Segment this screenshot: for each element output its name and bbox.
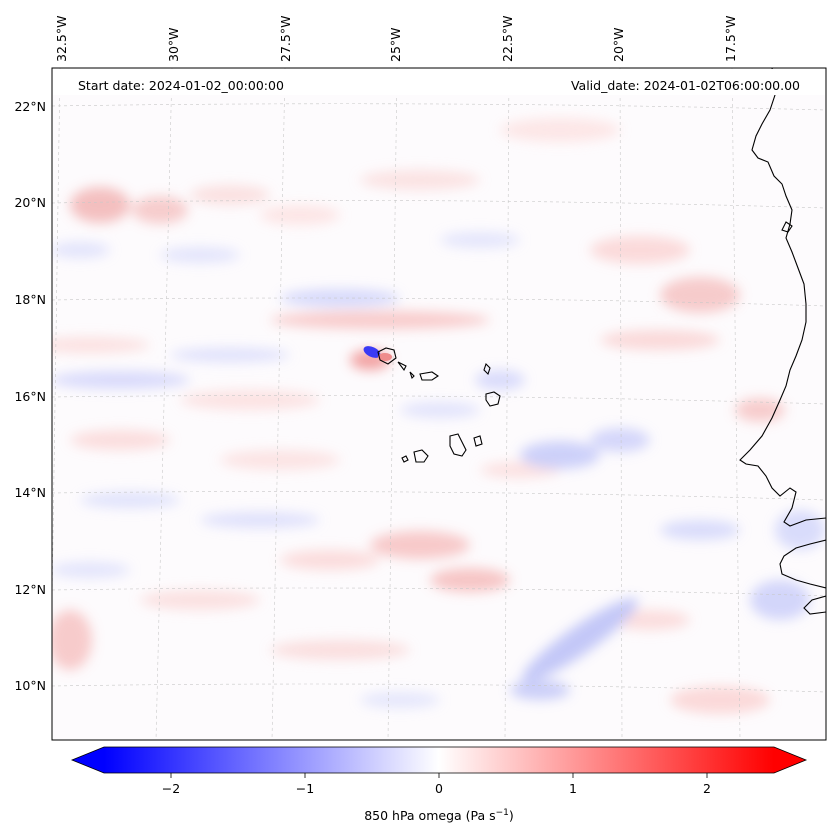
colorbar-tick-neg1: −1 (296, 781, 314, 796)
lon-label-30w: 30°W (166, 27, 181, 62)
lat-label-22n: 22°N (14, 99, 46, 114)
island-brava (401, 455, 409, 463)
lon-label-22-5w: 22.5°W (500, 16, 515, 62)
lat-label-10n: 10°N (14, 678, 46, 693)
colorbar-max-extend (774, 747, 806, 773)
date-header-bar (53, 69, 825, 95)
colorbar: −2 −1 0 1 2 850 hPa omega (Pa s−1) (70, 746, 808, 823)
colorbar-tick-0: 0 (435, 781, 443, 796)
lat-label-18n: 18°N (14, 292, 46, 307)
omega-field (52, 118, 825, 714)
lat-label-12n: 12°N (14, 582, 46, 597)
lon-label-25w: 25°W (388, 27, 403, 62)
longitude-labels: 32.5°W 30°W 27.5°W 25°W 22.5°W 20°W 17.5… (54, 16, 738, 62)
latitude-labels: 22°N 20°N 18°N 16°N 14°N 12°N 10°N (14, 99, 46, 693)
lon-label-27-5w: 27.5°W (278, 16, 293, 62)
lat-label-20n: 20°N (14, 195, 46, 210)
colorbar-title: 850 hPa omega (Pa s−1) (364, 808, 514, 823)
island-santiago (449, 433, 467, 457)
start-date-label: Start date: 2024-01-02_00:00:00 (78, 78, 284, 93)
lat-label-14n: 14°N (14, 485, 46, 500)
coastlines (377, 68, 826, 615)
island-maio (473, 435, 483, 447)
colorbar-tick-2: 2 (703, 781, 711, 796)
lon-label-17-5w: 17.5°W (723, 16, 738, 62)
island-sal (483, 362, 491, 376)
island-sao-nicolau (419, 371, 439, 381)
island-boa-vista (485, 391, 501, 407)
graticule (52, 68, 826, 740)
valid-date-label: Valid_date: 2024-01-02T06:00:00.00 (571, 78, 800, 93)
colorbar-tick-1: 1 (569, 781, 577, 796)
lon-label-20w: 20°W (611, 27, 626, 62)
island-fogo (413, 449, 429, 463)
island-santo-antao (377, 347, 397, 365)
colorbar-min-extend (72, 747, 104, 773)
island-sao-vicente (397, 361, 407, 372)
colorbar-tick-neg2: −2 (162, 781, 180, 796)
lon-label-32-5w: 32.5°W (54, 16, 69, 62)
colorbar-gradient (104, 747, 774, 773)
map-frame (51, 67, 827, 741)
lat-label-16n: 16°N (14, 389, 46, 404)
